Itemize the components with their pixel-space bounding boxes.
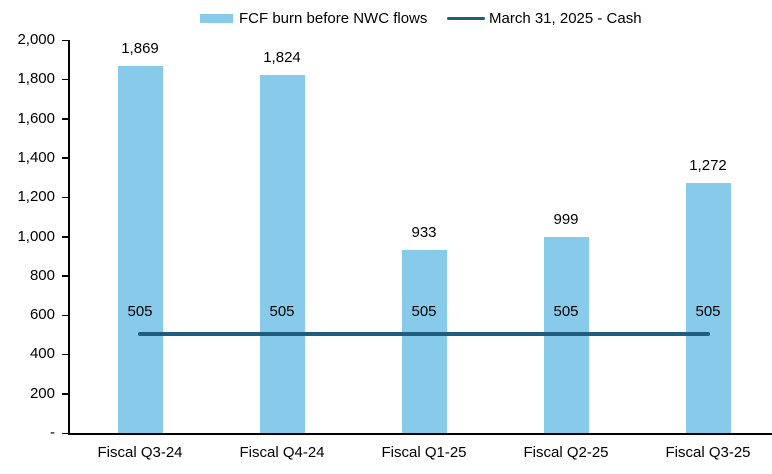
bar-value-label: 999 (553, 210, 579, 228)
y-tick-label: 600 (29, 306, 55, 324)
y-tick-mark (62, 196, 68, 199)
bar-value-label: 1,272 (689, 157, 727, 175)
legend-item-fcf-burn: FCF burn before NWC flows (200, 8, 427, 28)
y-tick-label: 1,600 (17, 109, 55, 127)
cash-line (138, 331, 710, 336)
cash-value-label: 505 (127, 302, 153, 320)
y-tick-mark (62, 118, 68, 120)
y-tick-mark (62, 393, 68, 395)
bar-value-label: 1,824 (263, 48, 301, 66)
y-tick-label: 1,000 (17, 227, 55, 245)
y-tick-label: 2,000 (17, 31, 55, 48)
bar-value-label: 1,869 (121, 39, 159, 57)
y-tick-label: 800 (29, 266, 55, 284)
y-tick-mark (62, 432, 68, 434)
bar-fiscal-q3-24 (117, 65, 163, 433)
bar-fiscal-q3-25 (685, 183, 731, 433)
legend-bar-label: FCF burn before NWC flows (239, 9, 428, 27)
y-tick-label: 1,200 (17, 188, 55, 206)
y-tick-mark (62, 39, 68, 41)
y-tick-label: 1,800 (17, 70, 55, 88)
x-category-label: Fiscal Q3-25 (665, 444, 751, 461)
x-category-label: Fiscal Q2-25 (523, 444, 609, 461)
x-category-label: Fiscal Q3-24 (97, 444, 183, 461)
cash-value-label: 505 (269, 302, 295, 320)
y-tick-mark (62, 236, 68, 238)
y-tick-label: - (50, 424, 55, 441)
y-tick-mark (62, 157, 68, 159)
y-axis-line (68, 40, 70, 433)
legend-bar-swatch-icon (200, 13, 233, 23)
y-tick-mark (62, 353, 68, 356)
y-tick-label: 1,400 (17, 148, 55, 166)
legend-line-label: March 31, 2025 - Cash (489, 9, 642, 27)
legend-item-cash-line: March 31, 2025 - Cash (447, 8, 642, 28)
cash-value-label: 505 (553, 302, 579, 320)
bar-fiscal-q4-24 (259, 74, 305, 433)
y-tick-label: 400 (29, 345, 55, 363)
cash-value-label: 505 (695, 302, 721, 320)
x-category-label: Fiscal Q4-24 (239, 444, 325, 461)
y-tick-mark (62, 275, 68, 277)
y-tick-mark (62, 314, 68, 317)
bar-value-label: 933 (411, 223, 437, 241)
x-category-label: Fiscal Q1-25 (381, 444, 467, 461)
legend-line-swatch-icon (447, 16, 485, 20)
cash-value-label: 505 (411, 302, 437, 320)
y-tick-label: 200 (29, 384, 55, 402)
x-axis-line (68, 433, 772, 435)
y-tick-mark (62, 78, 68, 81)
bar-fiscal-q1-25 (401, 249, 447, 433)
